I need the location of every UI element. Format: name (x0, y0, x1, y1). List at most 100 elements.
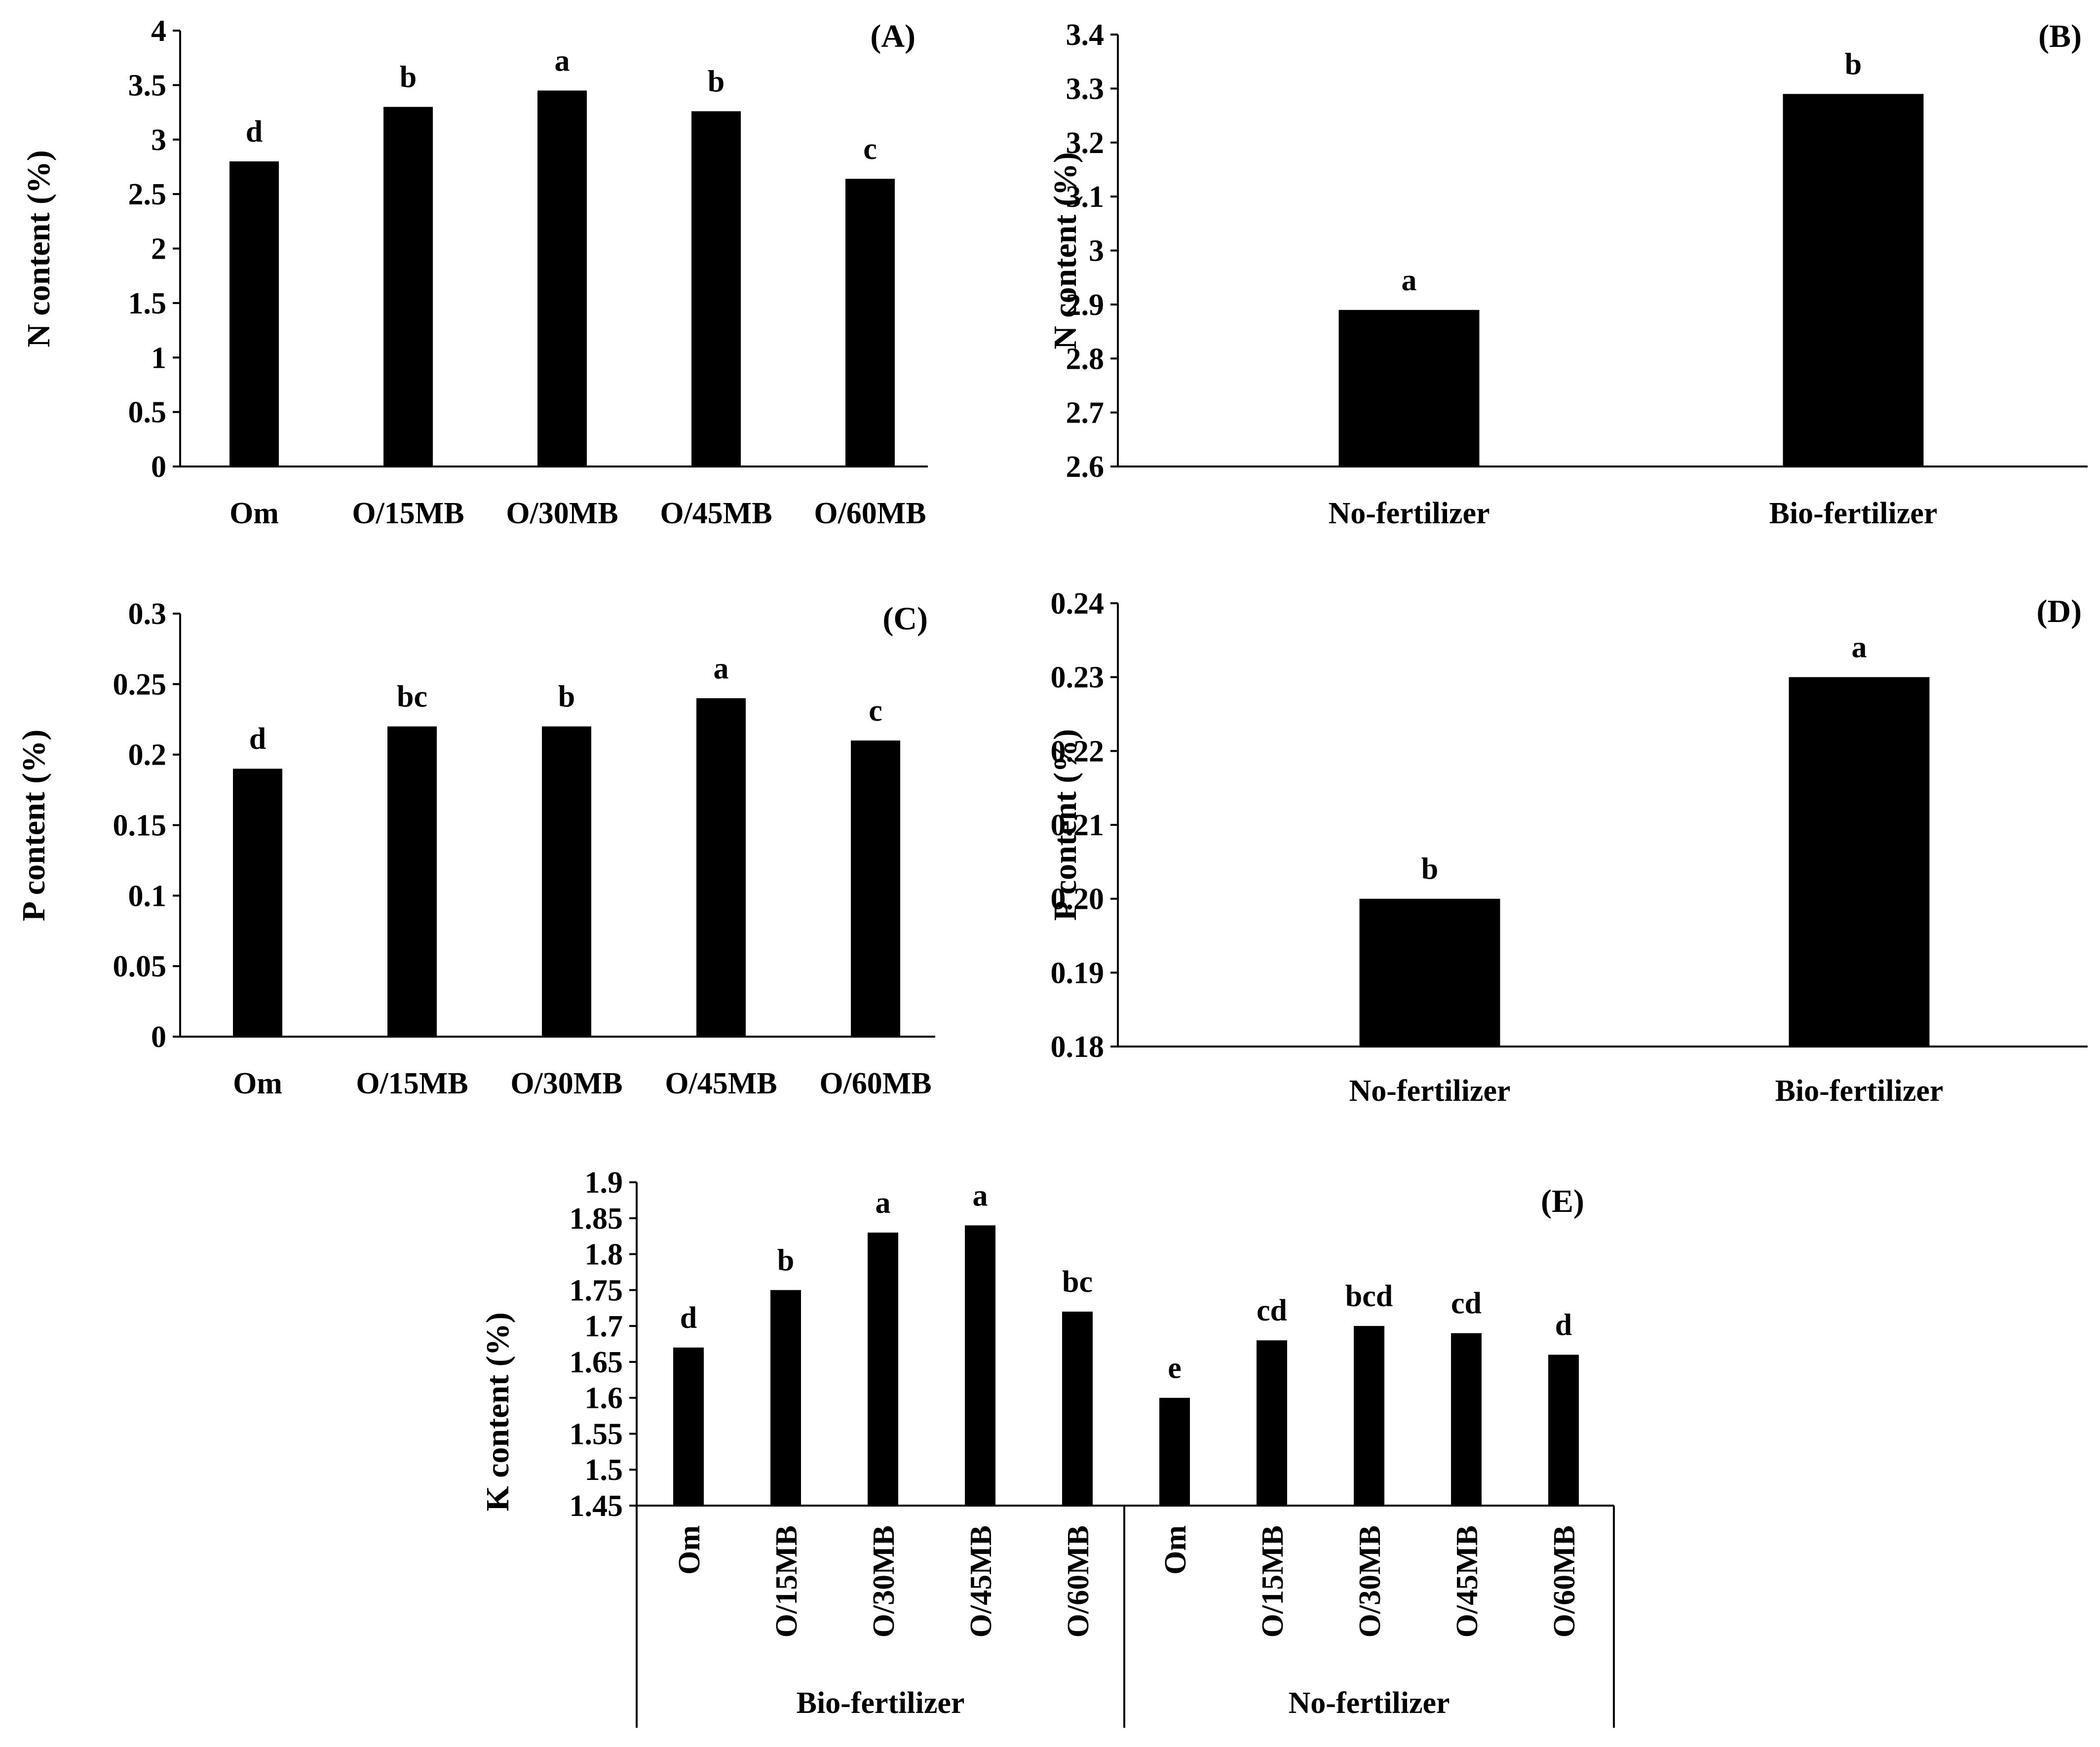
panel-b-y-tick-label: 3 (1089, 234, 1104, 268)
panel-e-significance-letter: a (973, 1179, 988, 1212)
panel-c-bar-o-60mb (851, 740, 900, 1037)
panel-a-bar-om (229, 161, 279, 466)
panel-a-significance-letter: a (555, 44, 570, 78)
panel-a-significance-letter: b (708, 65, 725, 98)
panel-c-y-tick-label: 0.25 (113, 668, 167, 701)
panel-e-category-label: Om (1159, 1525, 1192, 1575)
panel-a-category-label: O/60MB (814, 497, 926, 530)
panel-d-y-tick-label: 0.21 (1051, 809, 1105, 842)
panel-e-category-label: Om (673, 1525, 706, 1575)
panel-e-category-label: O/15MB (1256, 1525, 1290, 1637)
panel-d-significance-letter: b (1421, 853, 1438, 886)
panel-c-significance-letter: a (714, 652, 729, 685)
panel-e-group-label-bio-fertilizer: Bio-fertilizer (797, 1686, 965, 1720)
panel-e-bar-om-no (1159, 1398, 1190, 1506)
panel-a-y-tick-label: 3 (151, 123, 166, 157)
panel-c-y-tick-label: 0 (151, 1020, 166, 1054)
panel-c-bar-o-30mb (542, 726, 591, 1037)
panel-a-y-tick-label: 1.5 (128, 287, 167, 320)
panel-e-y-tick-label: 1.65 (570, 1346, 623, 1379)
panel-b-y-tick-label: 3.1 (1066, 180, 1105, 214)
panel-e-significance-letter: d (680, 1301, 697, 1335)
panel-a-category-label: O/15MB (352, 497, 464, 530)
panel-d-y-tick-label: 0.22 (1051, 735, 1105, 768)
panel-c-y-tick-label: 0.1 (128, 879, 167, 913)
panel-b-label: (B) (2038, 18, 2082, 54)
panel-d-y-tick-label: 0.20 (1051, 883, 1105, 916)
panel-e-bar-o-15mb-bio (770, 1290, 801, 1506)
panel-a-bar-o-15mb (383, 107, 433, 466)
panel-e-bar-o-30mb-no (1354, 1326, 1384, 1506)
panel-d-y-tick-label: 0.19 (1051, 956, 1105, 990)
panel-b-significance-letter: b (1845, 47, 1862, 81)
panel-c-category-label: O/60MB (819, 1067, 931, 1100)
panel-e-significance-letter: cd (1451, 1287, 1482, 1320)
panel-a-significance-letter: d (246, 115, 263, 149)
panel-e-category-label: O/45MB (964, 1525, 998, 1637)
panel-e-y-axis-label: K content (%) (480, 1312, 516, 1511)
panel-d-y-axis-label: P content (%) (1047, 729, 1083, 921)
panel-e-bar-o-60mb-bio (1062, 1312, 1093, 1506)
panel-a-category-label: Om (229, 497, 279, 530)
panel-c-significance-letter: c (869, 694, 882, 728)
panel-d-y-tick-label: 0.24 (1051, 587, 1105, 621)
panel-b-bar-bio-fertilizer (1783, 94, 1924, 466)
panel-c-y-tick-label: 0.3 (128, 597, 167, 631)
panel-a-category-label: O/30MB (506, 497, 618, 530)
panel-c-category-label: O/45MB (665, 1067, 777, 1100)
panel-d-label: (D) (2036, 593, 2082, 629)
panel-d-category-label: No-fertilizer (1349, 1074, 1511, 1108)
panel-a-bar-o-60mb (845, 179, 895, 467)
panel-c-category-label: O/30MB (510, 1067, 622, 1100)
panel-a-y-tick-label: 3.5 (128, 69, 167, 102)
panel-a-y-tick-label: 2.5 (128, 178, 167, 211)
panel-c-category-label: Om (233, 1067, 282, 1100)
panel-e-bar-o-30mb-bio (868, 1232, 898, 1506)
panel-a-y-axis-label: N content (%) (21, 150, 57, 348)
panel-c-significance-letter: bc (397, 680, 427, 714)
panel-d-y-tick-label: 0.18 (1051, 1030, 1105, 1064)
panel-b-y-tick-label: 3.4 (1066, 18, 1105, 52)
panel-e-category-label: O/60MB (1548, 1525, 1581, 1637)
panel-b-y-tick-label: 2.9 (1066, 288, 1105, 322)
panel-a-y-tick-label: 0 (151, 450, 166, 484)
panel-e-label: (E) (1541, 1183, 1584, 1219)
panel-e-y-tick-label: 1.55 (570, 1417, 623, 1451)
panel-a-bar-o-30mb (537, 90, 587, 467)
panel-b-category-label: Bio-fertilizer (1769, 497, 1938, 530)
panel-a-y-tick-label: 2 (151, 233, 166, 266)
panel-e-y-tick-label: 1.75 (570, 1274, 623, 1307)
panel-e-y-tick-label: 1.9 (585, 1166, 623, 1200)
panel-e-category-label: O/45MB (1451, 1525, 1484, 1637)
panel-b-y-tick-label: 2.7 (1066, 396, 1105, 430)
panel-d-y-tick-label: 0.23 (1051, 661, 1105, 695)
panel-c-y-tick-label: 0.2 (128, 738, 167, 772)
panel-c-bar-om (233, 769, 282, 1037)
panel-b-y-axis-label: N content (%) (1047, 152, 1083, 349)
panel-e-bar-om-bio (673, 1347, 704, 1506)
panel-a-label: (A) (870, 18, 916, 54)
panel-e-group-label-no-fertilizer: No-fertilizer (1289, 1686, 1450, 1720)
panel-c-bar-o-15mb (387, 726, 437, 1037)
panel-a-significance-letter: b (400, 61, 417, 94)
panel-e-bar-o-15mb-no (1257, 1340, 1287, 1506)
panel-b-y-tick-label: 2.8 (1066, 342, 1105, 376)
panel-e-bar-o-45mb-no (1451, 1333, 1482, 1506)
panel-c-y-tick-label: 0.05 (113, 950, 167, 983)
panel-a-y-tick-label: 4 (151, 14, 166, 48)
panel-b-significance-letter: a (1402, 264, 1417, 297)
panel-d-bar-no-fertilizer (1359, 898, 1500, 1047)
panel-c-significance-letter: b (558, 680, 575, 714)
panel-c-category-label: O/15MB (356, 1067, 468, 1100)
panel-b-category-label: No-fertilizer (1329, 497, 1490, 530)
panel-e-y-tick-label: 1.5 (585, 1453, 623, 1487)
panel-e-significance-letter: cd (1257, 1294, 1287, 1327)
panel-e-significance-letter: e (1168, 1352, 1182, 1385)
panel-e-y-tick-label: 1.8 (585, 1238, 623, 1272)
panel-e-y-tick-label: 1.85 (570, 1202, 623, 1236)
panel-e-significance-letter: b (777, 1243, 794, 1277)
panel-e-y-tick-label: 1.45 (570, 1489, 623, 1523)
panel-b-y-tick-label: 3.3 (1066, 72, 1105, 106)
panel-b-y-tick-label: 3.2 (1066, 126, 1105, 160)
